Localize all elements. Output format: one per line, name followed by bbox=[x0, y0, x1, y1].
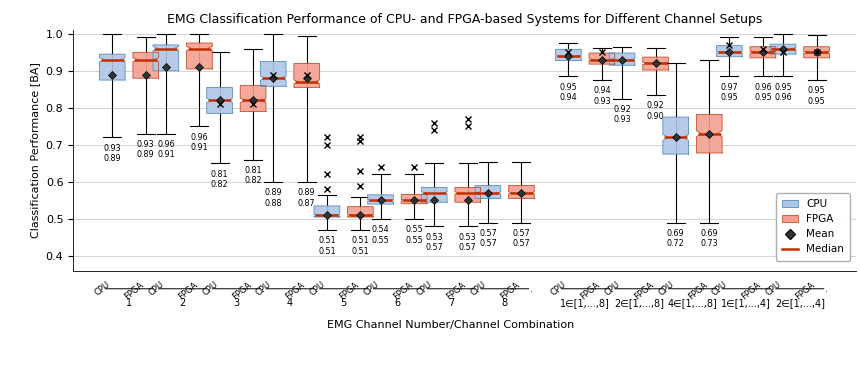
Text: 6: 6 bbox=[394, 299, 401, 308]
Y-axis label: Classification Performance [BA]: Classification Performance [BA] bbox=[30, 62, 40, 238]
Text: 0.69
0.73: 0.69 0.73 bbox=[700, 229, 718, 248]
Text: CPU: CPU bbox=[765, 280, 783, 298]
Polygon shape bbox=[455, 187, 481, 202]
Text: CPU: CPU bbox=[657, 280, 676, 298]
Text: 0.89
0.88: 0.89 0.88 bbox=[264, 188, 282, 208]
Text: FPGA: FPGA bbox=[740, 280, 763, 301]
Polygon shape bbox=[508, 186, 534, 199]
Text: 0.92
0.90: 0.92 0.90 bbox=[647, 101, 665, 121]
Polygon shape bbox=[475, 186, 501, 199]
Text: 5: 5 bbox=[341, 299, 347, 308]
Text: 0.93
0.89: 0.93 0.89 bbox=[103, 144, 121, 163]
Text: 2: 2 bbox=[180, 299, 186, 308]
Text: FPGA: FPGA bbox=[176, 280, 200, 301]
Text: 0.89
0.87: 0.89 0.87 bbox=[298, 188, 316, 208]
Polygon shape bbox=[314, 206, 340, 217]
Polygon shape bbox=[402, 194, 427, 204]
Text: CPU: CPU bbox=[94, 280, 113, 298]
Text: CPU: CPU bbox=[603, 280, 622, 298]
Polygon shape bbox=[697, 114, 722, 153]
Polygon shape bbox=[804, 47, 829, 58]
Text: 1∈[1,...,4]: 1∈[1,...,4] bbox=[722, 299, 771, 308]
Text: 0.93
0.89: 0.93 0.89 bbox=[137, 140, 155, 159]
Text: FPGA: FPGA bbox=[391, 280, 415, 301]
Text: 0.57
0.57: 0.57 0.57 bbox=[479, 229, 497, 248]
Text: 0.51
0.51: 0.51 0.51 bbox=[318, 236, 335, 256]
Text: 0.51
0.51: 0.51 0.51 bbox=[352, 236, 369, 256]
Text: 1: 1 bbox=[126, 299, 132, 308]
Text: FPGA: FPGA bbox=[123, 280, 146, 301]
Text: 0.53
0.57: 0.53 0.57 bbox=[426, 233, 443, 252]
Text: FPGA: FPGA bbox=[338, 280, 360, 301]
Text: 0.96
0.91: 0.96 0.91 bbox=[157, 140, 175, 159]
Text: CPU: CPU bbox=[255, 280, 273, 298]
Text: 0.53
0.57: 0.53 0.57 bbox=[459, 233, 476, 252]
Text: 4: 4 bbox=[287, 299, 293, 308]
Text: FPGA: FPGA bbox=[284, 280, 307, 301]
Polygon shape bbox=[421, 187, 447, 202]
Polygon shape bbox=[294, 64, 320, 88]
Text: 7: 7 bbox=[448, 299, 454, 308]
Polygon shape bbox=[642, 57, 668, 70]
Text: FPGA: FPGA bbox=[579, 280, 602, 301]
Polygon shape bbox=[347, 207, 373, 217]
Polygon shape bbox=[133, 52, 158, 78]
Text: FPGA: FPGA bbox=[794, 280, 817, 301]
Polygon shape bbox=[716, 45, 742, 57]
Text: FPGA: FPGA bbox=[633, 280, 655, 301]
Text: 0.95
0.96: 0.95 0.96 bbox=[774, 83, 792, 102]
Polygon shape bbox=[609, 53, 635, 65]
Text: CPU: CPU bbox=[147, 280, 166, 298]
Title: EMG Classification Performance of CPU- and FPGA-based Systems for Different Chan: EMG Classification Performance of CPU- a… bbox=[167, 13, 762, 26]
Text: 0.95
0.94: 0.95 0.94 bbox=[560, 83, 577, 102]
Text: 0.54
0.55: 0.54 0.55 bbox=[372, 225, 390, 244]
Text: CPU: CPU bbox=[469, 280, 488, 298]
Text: 0.96
0.95: 0.96 0.95 bbox=[754, 83, 771, 102]
Text: CPU: CPU bbox=[308, 280, 327, 298]
Text: 0.94
0.93: 0.94 0.93 bbox=[593, 86, 611, 106]
Text: 1∈[1,...,8]: 1∈[1,...,8] bbox=[560, 299, 610, 308]
Text: CPU: CPU bbox=[362, 280, 381, 298]
Text: EMG Channel Number/Channel Combination: EMG Channel Number/Channel Combination bbox=[328, 320, 574, 330]
Text: 0.81
0.82: 0.81 0.82 bbox=[244, 166, 262, 185]
Text: 0.69
0.72: 0.69 0.72 bbox=[666, 229, 685, 248]
Text: 0.57
0.57: 0.57 0.57 bbox=[513, 229, 531, 248]
Text: CPU: CPU bbox=[710, 280, 729, 298]
Polygon shape bbox=[240, 86, 266, 112]
Polygon shape bbox=[589, 53, 615, 64]
Text: 8: 8 bbox=[501, 299, 507, 308]
Polygon shape bbox=[261, 62, 286, 86]
Text: 0.95
0.95: 0.95 0.95 bbox=[808, 86, 826, 106]
Polygon shape bbox=[368, 195, 393, 204]
Text: FPGA: FPGA bbox=[445, 280, 468, 301]
Text: 0.96
0.91: 0.96 0.91 bbox=[191, 133, 208, 152]
Text: FPGA: FPGA bbox=[230, 280, 253, 301]
Text: 3: 3 bbox=[233, 299, 239, 308]
Text: FPGA: FPGA bbox=[686, 280, 710, 301]
Text: CPU: CPU bbox=[415, 280, 434, 298]
Polygon shape bbox=[663, 117, 689, 154]
Text: 2∈[1,...,4]: 2∈[1,...,4] bbox=[775, 299, 825, 308]
Polygon shape bbox=[187, 43, 212, 69]
Text: 0.97
0.95: 0.97 0.95 bbox=[721, 83, 738, 102]
Text: CPU: CPU bbox=[550, 280, 568, 298]
Text: 2∈[1,...,8]: 2∈[1,...,8] bbox=[614, 299, 664, 308]
Polygon shape bbox=[750, 47, 776, 58]
Polygon shape bbox=[100, 54, 125, 80]
Polygon shape bbox=[556, 49, 581, 61]
Text: 0.55
0.55: 0.55 0.55 bbox=[405, 225, 423, 244]
Text: CPU: CPU bbox=[200, 280, 219, 298]
Text: 4∈[1,...,8]: 4∈[1,...,8] bbox=[667, 299, 717, 308]
Polygon shape bbox=[206, 88, 232, 114]
Text: FPGA: FPGA bbox=[499, 280, 521, 301]
Polygon shape bbox=[153, 45, 179, 71]
Legend: CPU, FPGA, Mean, Median: CPU, FPGA, Mean, Median bbox=[777, 193, 851, 261]
Polygon shape bbox=[771, 44, 796, 54]
Text: 0.92
0.93: 0.92 0.93 bbox=[613, 105, 631, 124]
Text: 0.81
0.82: 0.81 0.82 bbox=[211, 170, 229, 189]
